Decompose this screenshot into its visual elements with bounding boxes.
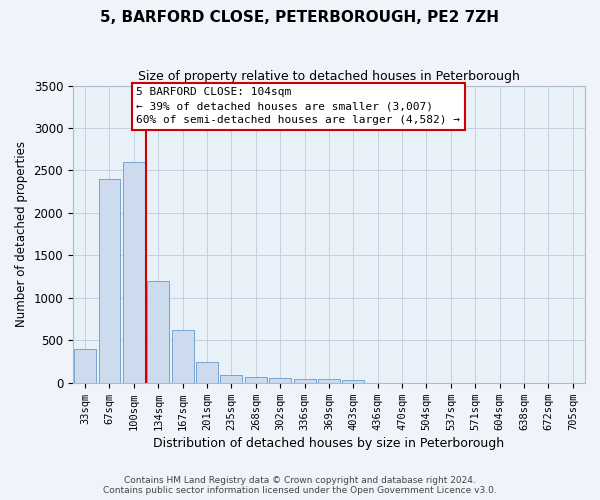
Text: 5 BARFORD CLOSE: 104sqm
← 39% of detached houses are smaller (3,007)
60% of semi: 5 BARFORD CLOSE: 104sqm ← 39% of detache… [136, 88, 460, 126]
Bar [196, 362, 218, 383]
Bar [98, 179, 121, 383]
Bar [172, 330, 194, 383]
Bar [220, 375, 242, 383]
Y-axis label: Number of detached properties: Number of detached properties [15, 141, 28, 327]
Text: Contains HM Land Registry data © Crown copyright and database right 2024.
Contai: Contains HM Land Registry data © Crown c… [103, 476, 497, 495]
Bar [343, 380, 364, 383]
X-axis label: Distribution of detached houses by size in Peterborough: Distribution of detached houses by size … [154, 437, 505, 450]
Title: Size of property relative to detached houses in Peterborough: Size of property relative to detached ho… [138, 70, 520, 83]
Bar [245, 378, 267, 383]
Bar [147, 281, 169, 383]
Text: 5, BARFORD CLOSE, PETERBOROUGH, PE2 7ZH: 5, BARFORD CLOSE, PETERBOROUGH, PE2 7ZH [101, 10, 499, 25]
Bar [318, 380, 340, 383]
Bar [123, 162, 145, 383]
Bar [269, 378, 291, 383]
Bar [74, 349, 96, 383]
Bar [293, 379, 316, 383]
